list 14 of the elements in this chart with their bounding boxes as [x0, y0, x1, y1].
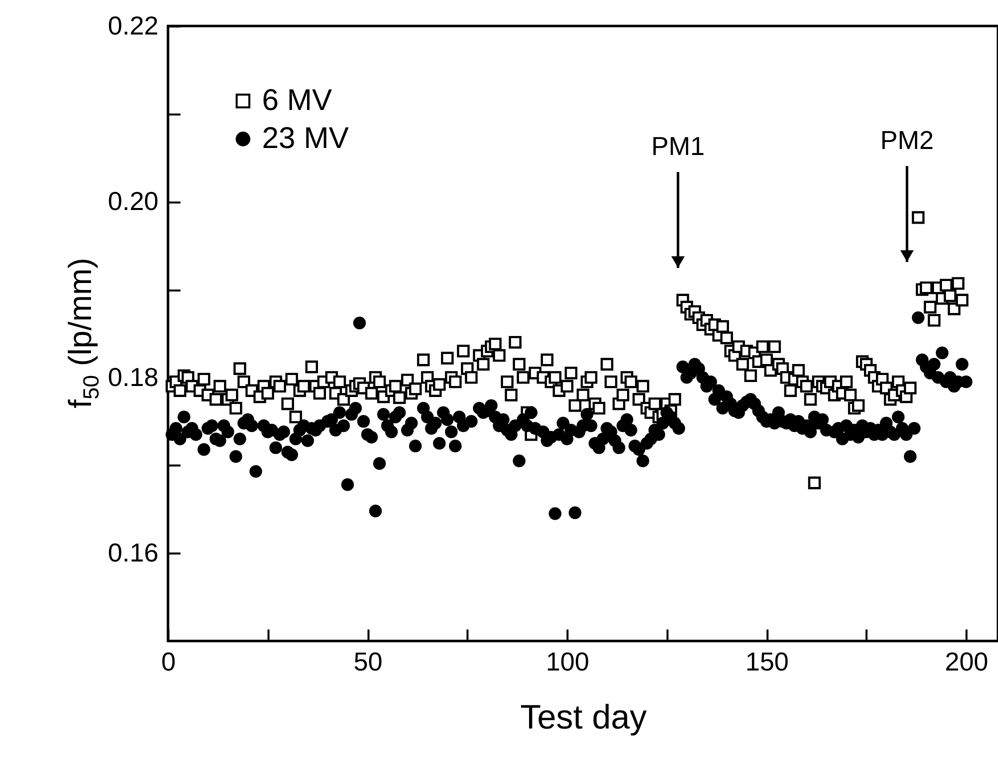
x-tick-label: 100 [546, 646, 590, 676]
y-tick-label: 0.16 [108, 538, 158, 568]
x-tick-label: 50 [354, 646, 382, 676]
x-axis-title: Test day [520, 698, 647, 736]
annotation: PM2 [880, 125, 934, 155]
legend-label: 6 MV [262, 84, 332, 117]
y-tick-label: 0.20 [108, 186, 158, 216]
x-tick-label: 0 [161, 646, 176, 676]
y-tick-label: 0.22 [108, 10, 158, 40]
legend-label: 23 MV [262, 122, 349, 155]
y-tick-label: 0.18 [108, 362, 158, 392]
x-tick-label: 150 [745, 646, 789, 676]
annotation: PM1 [651, 131, 705, 161]
x-tick-label: 200 [944, 646, 988, 676]
